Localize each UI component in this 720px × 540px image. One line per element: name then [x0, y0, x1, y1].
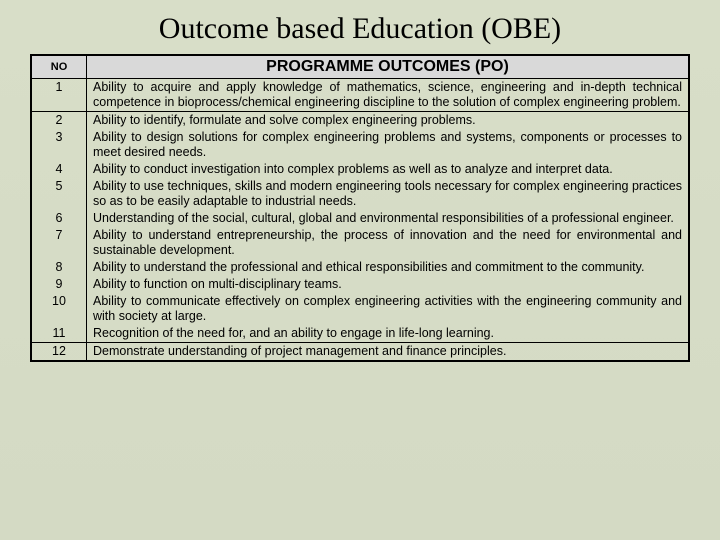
- row-no: 12: [32, 343, 87, 361]
- row-desc: Ability to use techniques, skills and mo…: [87, 178, 689, 210]
- row-no: 7: [32, 227, 87, 259]
- table-row: 4Ability to conduct investigation into c…: [32, 161, 689, 178]
- table-row: 6Understanding of the social, cultural, …: [32, 210, 689, 227]
- row-desc: Ability to conduct investigation into co…: [87, 161, 689, 178]
- row-no: 9: [32, 276, 87, 293]
- table-row: 3Ability to design solutions for complex…: [32, 129, 689, 161]
- table-row: 8Ability to understand the professional …: [32, 259, 689, 276]
- table-row: 5Ability to use techniques, skills and m…: [32, 178, 689, 210]
- row-no: 3: [32, 129, 87, 161]
- row-no: 5: [32, 178, 87, 210]
- table-row: 7Ability to understand entrepreneurship,…: [32, 227, 689, 259]
- table-row: 10Ability to communicate effectively on …: [32, 293, 689, 325]
- table-row: 2Ability to identify, formulate and solv…: [32, 112, 689, 130]
- row-no: 10: [32, 293, 87, 325]
- po-table: NO PROGRAMME OUTCOMES (PO) 1Ability to a…: [31, 55, 689, 361]
- row-desc: Recognition of the need for, and an abil…: [87, 325, 689, 343]
- row-desc: Ability to design solutions for complex …: [87, 129, 689, 161]
- row-no: 1: [32, 79, 87, 112]
- page-title: Outcome based Education (OBE): [30, 12, 690, 46]
- row-no: 2: [32, 112, 87, 130]
- row-no: 11: [32, 325, 87, 343]
- row-no: 8: [32, 259, 87, 276]
- row-desc: Ability to function on multi-disciplinar…: [87, 276, 689, 293]
- table-row: 1Ability to acquire and apply knowledge …: [32, 79, 689, 112]
- table-row: 12Demonstrate understanding of project m…: [32, 343, 689, 361]
- table-row: 9Ability to function on multi-disciplina…: [32, 276, 689, 293]
- po-table-container: NO PROGRAMME OUTCOMES (PO) 1Ability to a…: [30, 54, 690, 362]
- table-header-row: NO PROGRAMME OUTCOMES (PO): [32, 56, 689, 79]
- row-desc: Understanding of the social, cultural, g…: [87, 210, 689, 227]
- row-desc: Ability to identify, formulate and solve…: [87, 112, 689, 130]
- row-desc: Ability to communicate effectively on co…: [87, 293, 689, 325]
- row-no: 4: [32, 161, 87, 178]
- col-header-po: PROGRAMME OUTCOMES (PO): [87, 56, 689, 79]
- table-row: 11Recognition of the need for, and an ab…: [32, 325, 689, 343]
- row-no: 6: [32, 210, 87, 227]
- col-header-no: NO: [32, 56, 87, 79]
- row-desc: Ability to understand the professional a…: [87, 259, 689, 276]
- table-body: 1Ability to acquire and apply knowledge …: [32, 79, 689, 361]
- row-desc: Ability to acquire and apply knowledge o…: [87, 79, 689, 112]
- row-desc: Demonstrate understanding of project man…: [87, 343, 689, 361]
- row-desc: Ability to understand entrepreneurship, …: [87, 227, 689, 259]
